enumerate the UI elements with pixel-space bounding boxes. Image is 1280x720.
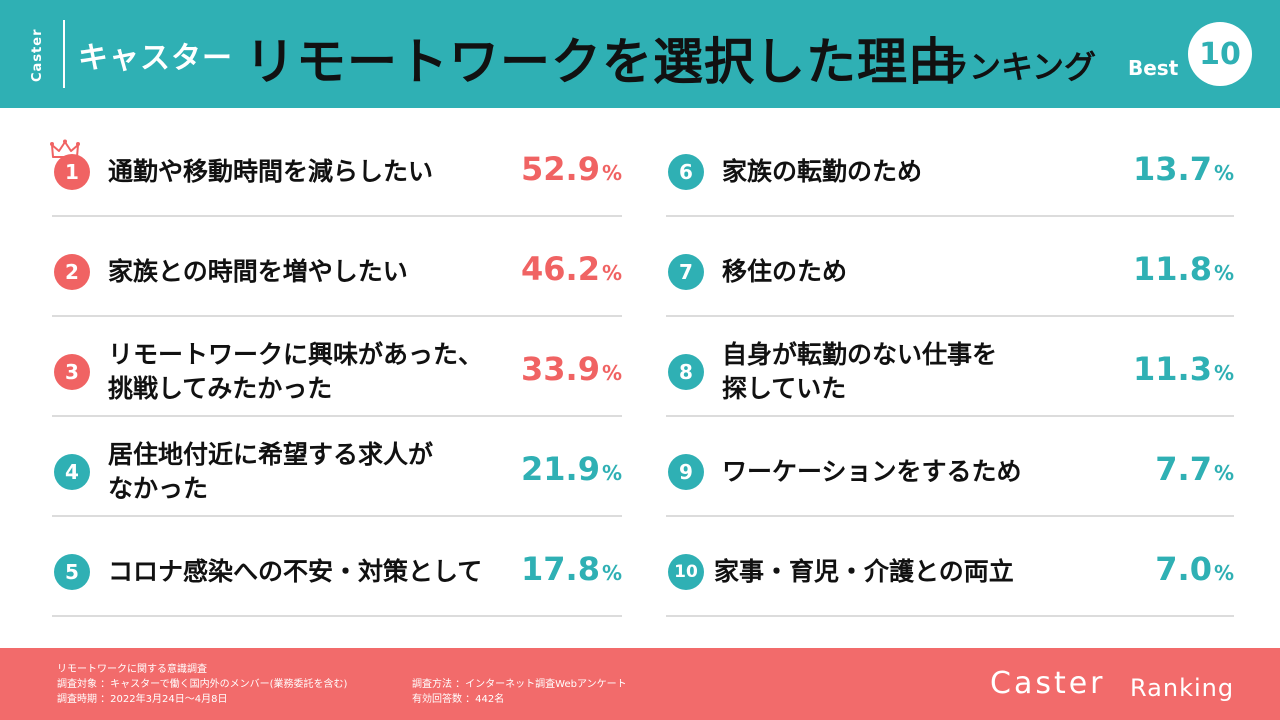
reason-label-line: 家族との時間を増やしたい [108,257,408,286]
survey-target: 調査対象 ：キャスターで働く国内外のメンバー(業務委託を含む) [57,679,348,690]
rank-badge: 4 [54,454,90,490]
rank-badge: 5 [54,554,90,590]
reason-label-line: 家事・育児・介護との両立 [714,557,1014,586]
rank-badge: 10 [668,554,704,590]
best-number-badge: 10 [1188,22,1252,86]
ranking-row: 7 移住のため 11.8% [666,217,1234,317]
reason-label: 居住地付近に希望する求人が なかった [108,438,433,506]
percent-number: 7.0 [1155,550,1212,588]
percent-value: 17.8% [521,550,622,588]
ranking-row: 8 自身が転勤のない仕事を 探していた 11.3% [666,317,1234,417]
reason-label-line: 通勤や移動時間を減らしたい [108,157,434,186]
percent-value: 11.3% [1133,350,1234,388]
ranking-row: 10 家事・育児・介護との両立 7.0% [666,517,1234,617]
percent-unit: % [601,461,622,485]
percent-value: 7.0% [1155,550,1234,588]
ranking-row: 1 通勤や移動時間を減らしたい 52.9% [52,117,622,217]
percent-unit: % [601,561,622,585]
percent-value: 7.7% [1155,450,1234,488]
reason-label: 家族の転勤のため [722,155,922,189]
rank-badge: 6 [668,154,704,190]
percent-unit: % [1213,161,1234,185]
percent-unit: % [601,161,622,185]
ranking-row: 5 コロナ感染への不安・対策として 17.8% [52,517,622,617]
percent-unit: % [1213,561,1234,585]
rank-badge: 8 [668,354,704,390]
best-label: Best [1128,56,1179,80]
survey-period: 調査時期 ：2022年3月24日〜4月8日 [57,694,228,705]
reason-label: ワーケーションをするため [722,455,1022,489]
reason-label-line: 居住地付近に希望する求人が [108,440,434,469]
percent-number: 7.7 [1155,450,1212,488]
reason-label-line: 家族の転勤のため [722,157,923,186]
percent-unit: % [601,261,622,285]
reason-label: 家族との時間を増やしたい [108,255,408,289]
percent-unit: % [1213,461,1234,485]
reason-label-line: なかった [108,474,209,503]
ranking-row: 3 リモートワークに興味があった、 挑戦してみたかった 33.9% [52,317,622,417]
percent-value: 13.7% [1133,150,1234,188]
percent-unit: % [1213,361,1234,385]
percent-number: 21.9 [521,450,600,488]
percent-value: 11.8% [1133,250,1234,288]
reason-label-line: 探していた [722,374,847,403]
page-title: リモートワークを選択した理由 [245,33,959,91]
reason-label: 家事・育児・介護との両立 [714,555,1014,589]
header-banner: Caster キャスター リモートワークを選択した理由 ランキング Best 1… [0,0,1280,108]
percent-number: 46.2 [521,250,600,288]
ranking-row: 6 家族の転勤のため 13.7% [666,117,1234,217]
percent-value: 46.2% [521,250,622,288]
rank-badge: 9 [668,454,704,490]
percent-number: 52.9 [521,150,600,188]
percent-number: 11.3 [1133,350,1212,388]
page-subtitle: ランキング [937,48,1097,86]
percent-value: 33.9% [521,350,622,388]
survey-method: 調査方法 ：インターネット調査Webアンケート [412,679,627,690]
ranking-row: 2 家族との時間を増やしたい 46.2% [52,217,622,317]
percent-number: 11.8 [1133,250,1212,288]
reason-label-line: 自身が転勤のない仕事を [722,340,998,369]
reason-label: 通勤や移動時間を減らしたい [108,155,433,189]
rank-badge: 7 [668,254,704,290]
footer-ranking-label: Ranking [1130,674,1235,702]
reason-label-line: コロナ感染への不安・対策として [108,557,483,586]
header-divider [63,20,65,88]
percent-unit: % [1213,261,1234,285]
survey-responses: 有効回答数 ：442名 [412,694,505,705]
brand-name: キャスター [78,41,233,76]
percent-value: 21.9% [521,450,622,488]
footer: リモートワークに関する意識調査 調査対象 ：キャスターで働く国内外のメンバー(業… [0,648,1280,720]
brand-vertical: Caster [30,28,45,82]
ranking-row: 4 居住地付近に希望する求人が なかった 21.9% [52,417,622,517]
survey-title: リモートワークに関する意識調査 [57,664,207,675]
ranking-row: 9 ワーケーションをするため 7.7% [666,417,1234,517]
reason-label: 移住のため [722,255,847,289]
reason-label-line: 挑戦してみたかった [108,374,333,403]
percent-value: 52.9% [521,150,622,188]
reason-label: リモートワークに興味があった、 挑戦してみたかった [108,338,483,406]
percent-number: 33.9 [521,350,600,388]
reason-label-line: 移住のため [722,257,848,286]
reason-label-line: ワーケーションをするため [722,457,1022,486]
rank-badge: 1 [54,154,90,190]
footer-logo: Caster [990,666,1106,701]
percent-unit: % [601,361,622,385]
reason-label-line: リモートワークに興味があった、 [108,340,484,369]
reason-label: コロナ感染への不安・対策として [108,555,482,589]
rank-badge: 3 [54,354,90,390]
percent-number: 17.8 [521,550,600,588]
reason-label: 自身が転勤のない仕事を 探していた [722,338,997,406]
percent-number: 13.7 [1133,150,1212,188]
rank-badge: 2 [54,254,90,290]
